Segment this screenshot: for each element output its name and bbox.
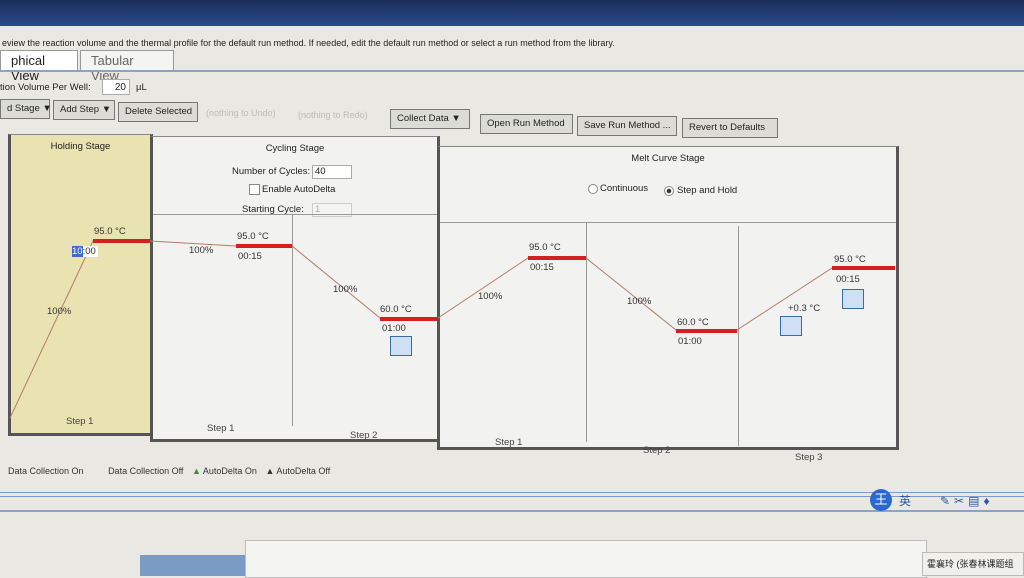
hold-temp[interactable]: 95.0 °C (94, 226, 126, 237)
open-run-method-button[interactable]: Open Run Method (480, 114, 573, 134)
cycle-step2-temp[interactable]: 60.0 °C (380, 304, 412, 315)
legend-autodelta-on: AutoDelta On (202, 466, 257, 476)
melt-step3-time[interactable]: 00:15 (836, 274, 860, 285)
volume-input[interactable]: 20 (102, 79, 130, 95)
step-and-hold-radio[interactable] (664, 186, 674, 196)
continuous-radio[interactable] (588, 184, 598, 194)
panel (140, 555, 245, 576)
melt-step3-label: Step 3 (795, 452, 823, 463)
tab-divider (0, 70, 1024, 72)
add-step-button[interactable]: Add Step ▼ (53, 100, 115, 120)
legend-data-on: Data Collection On (8, 466, 84, 476)
cycling-stage[interactable]: Cycling Stage (150, 136, 440, 442)
collect-data-button[interactable]: Collect Data ▼ (390, 109, 470, 129)
ime-language[interactable]: 英 (899, 494, 912, 508)
undo-button[interactable]: (nothing to Undo) (206, 108, 276, 118)
divider (440, 222, 896, 223)
melt-step2-ramp[interactable]: 100% (627, 296, 652, 307)
divider (292, 214, 293, 426)
volume-unit: µL (136, 82, 147, 93)
melt-step3-ramp[interactable]: +0.3 °C (788, 303, 821, 314)
melt-curve-stage[interactable]: Melt Curve Stage (437, 146, 899, 450)
save-run-method-button[interactable]: Save Run Method ... (577, 116, 677, 136)
revert-defaults-button[interactable]: Revert to Defaults (682, 118, 778, 138)
holding-stage-title: Holding Stage (50, 141, 111, 152)
delete-selected-button[interactable]: Delete Selected (118, 102, 198, 122)
starting-cycle-label: Starting Cycle: (242, 204, 304, 215)
holding-stage[interactable]: Holding Stage (8, 134, 153, 436)
divider (153, 214, 437, 215)
melt-step1-time[interactable]: 00:15 (530, 262, 554, 273)
melt-step1-temp[interactable]: 95.0 °C (529, 242, 561, 253)
cycling-stage-title: Cycling Stage (265, 143, 325, 154)
hold-ramp[interactable]: 100% (47, 306, 72, 317)
melt-step2-label: Step 2 (643, 445, 671, 456)
volume-label: tion Volume Per Well: (0, 82, 91, 93)
autodelta-off-icon: ▲ (265, 466, 275, 476)
cycles-input[interactable]: 40 (312, 165, 352, 179)
ime-toolbar-icons[interactable]: ✎✂▤♦ (940, 494, 994, 508)
instructions: eview the reaction volume and the therma… (2, 38, 615, 48)
cycle-step1-label: Step 1 (207, 423, 235, 434)
melt-stage-title: Melt Curve Stage (631, 153, 705, 164)
melt-step3-temp[interactable]: 95.0 °C (834, 254, 866, 265)
autodelta-label: Enable AutoDelta (262, 184, 336, 195)
cycles-label: Number of Cycles: (232, 166, 311, 177)
legend: Data Collection On Data Collection Off ▲… (8, 466, 330, 476)
add-stage-button[interactable]: d Stage ▼ (0, 99, 52, 119)
legend-data-off: Data Collection Off (108, 466, 184, 476)
melt-step2-time[interactable]: 01:00 (678, 336, 702, 347)
hold-time-selection: 10 (72, 246, 83, 257)
legend-autodelta-off: AutoDelta Off (276, 466, 331, 476)
data-collection-on-icon[interactable] (780, 316, 802, 336)
redo-button[interactable]: (nothing to Redo) (298, 110, 368, 120)
divider (586, 222, 587, 442)
divider (0, 510, 1024, 512)
autodelta-checkbox[interactable] (249, 184, 260, 195)
window-title-bar (0, 0, 1024, 26)
melt-step2-temp[interactable]: 60.0 °C (677, 317, 709, 328)
cycle-step1-temp[interactable]: 95.0 °C (237, 231, 269, 242)
panel (245, 540, 927, 578)
cycle-step2-label: Step 2 (350, 430, 378, 441)
cycle-step1-time[interactable]: 00:15 (238, 251, 262, 262)
step-and-hold-label: Step and Hold (677, 185, 738, 196)
ime-logo-icon[interactable]: 王 (870, 489, 892, 511)
hold-step-label: Step 1 (66, 416, 94, 427)
melt-step1-label: Step 1 (495, 437, 523, 448)
divider (738, 226, 739, 446)
starting-cycle-input[interactable]: 1 (312, 203, 352, 217)
melt-step1-ramp[interactable]: 100% (478, 291, 503, 302)
data-collection-on-icon[interactable] (842, 289, 864, 309)
tab-tabular-view[interactable]: Tabular View (80, 50, 174, 83)
continuous-label: Continuous (600, 183, 649, 194)
user-label: 霍襄玲 (张春林课题组 (922, 552, 1024, 576)
divider (0, 492, 1024, 497)
cycle-step2-time[interactable]: 01:00 (382, 323, 406, 334)
autodelta-on-icon: ▲ (191, 466, 201, 476)
ramp-line (9, 240, 895, 419)
cycle-step2-ramp[interactable]: 100% (333, 284, 358, 295)
cycle-step1-ramp[interactable]: 100% (189, 245, 214, 256)
hold-time[interactable]: 10:00 (72, 246, 98, 257)
data-collection-on-icon[interactable] (390, 336, 412, 356)
